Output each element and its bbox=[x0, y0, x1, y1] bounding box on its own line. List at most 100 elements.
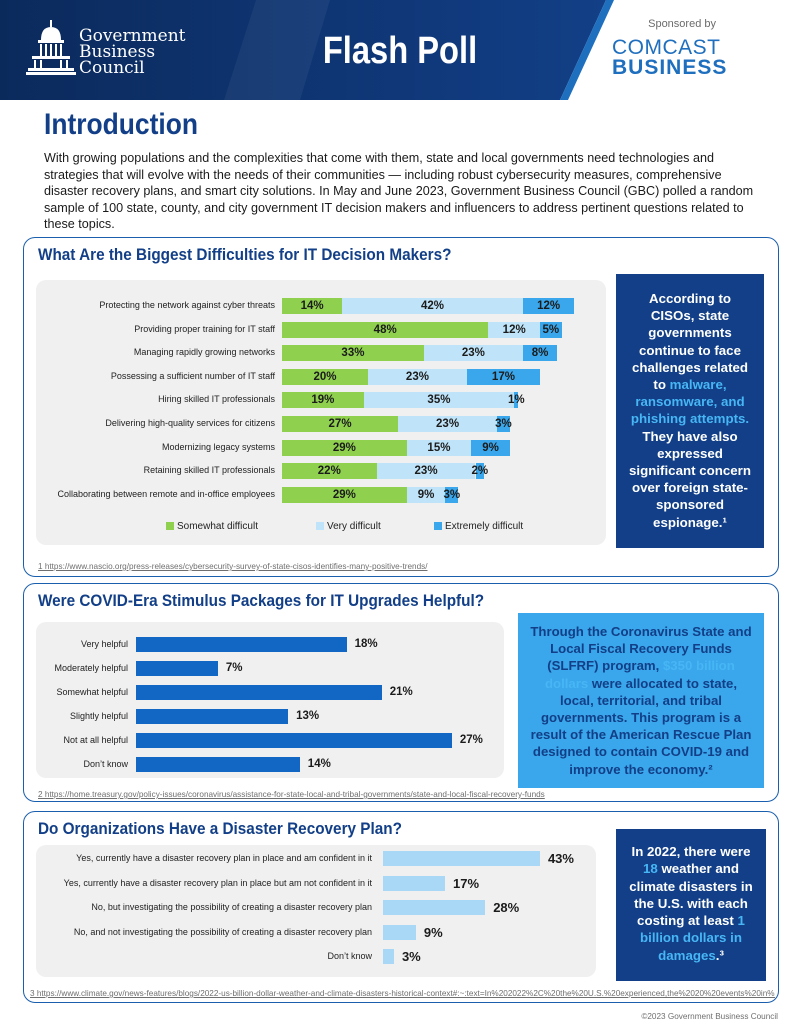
bar-segment bbox=[488, 321, 540, 338]
data-label: 23% bbox=[405, 370, 429, 383]
bar-segment bbox=[406, 486, 446, 503]
data-label: 23% bbox=[461, 347, 485, 360]
footnote-link[interactable]: 3 https://www.climate.gov/news-features/… bbox=[30, 989, 775, 998]
footnote-link[interactable]: 2 https://home.treasury.gov/policy-issue… bbox=[38, 790, 545, 799]
legend-swatch bbox=[316, 522, 324, 530]
category-label: Not at all helpful bbox=[63, 735, 128, 745]
bar-segment bbox=[282, 486, 407, 503]
bar bbox=[383, 875, 446, 891]
category-label: Don’t know bbox=[83, 759, 128, 769]
data-label: 3% bbox=[495, 418, 512, 430]
section-title: Were COVID-Era Stimulus Packages for IT … bbox=[38, 591, 485, 610]
bar-segment bbox=[522, 345, 558, 362]
category-label: Very helpful bbox=[80, 639, 128, 649]
bar-segment bbox=[282, 416, 399, 432]
callout-segment: weather and climate disasters in the U.S… bbox=[629, 861, 753, 929]
page-title: Flash Poll bbox=[322, 30, 478, 72]
category-label: Protecting the network against cyber thr… bbox=[99, 300, 275, 310]
category-label: Yes, currently have a disaster recovery … bbox=[63, 877, 372, 888]
callout-box: In 2022, there were 18 weather and clima… bbox=[616, 829, 766, 981]
data-label: 13% bbox=[296, 710, 320, 722]
data-label: 27% bbox=[328, 418, 352, 430]
category-label: Modernizing legacy systems bbox=[161, 441, 275, 452]
legend-swatch bbox=[166, 522, 174, 530]
footnote-link[interactable]: 1 https://www.nascio.org/press-releases/… bbox=[38, 562, 428, 571]
callout-box: According to CISOs, state governments co… bbox=[616, 274, 764, 548]
data-label: 48% bbox=[373, 323, 397, 336]
page-header: Government Business Council Flash Poll S… bbox=[0, 0, 800, 100]
callout-text: Through the Coronavirus State and Local … bbox=[530, 624, 751, 777]
section-title: What Are the Biggest Difficulties for IT… bbox=[38, 245, 452, 264]
section-title: Do Organizations Have a Disaster Recover… bbox=[38, 819, 402, 838]
category-label: Don’t know bbox=[327, 951, 372, 961]
category-label: Providing proper training for IT staff bbox=[134, 323, 275, 334]
data-label: 3% bbox=[443, 488, 461, 501]
callout-segment: Through the Coronavirus State and Local … bbox=[530, 624, 752, 674]
bar bbox=[383, 924, 416, 940]
bar-segment bbox=[540, 321, 562, 338]
bar-segment bbox=[282, 392, 364, 409]
disaster-plan-bar-chart: Yes, currently have a disaster recovery … bbox=[36, 845, 596, 977]
data-label: 17% bbox=[491, 370, 515, 383]
category-label: Hiring skilled IT professionals bbox=[158, 394, 275, 405]
data-label: 27% bbox=[459, 734, 483, 746]
bar-segment bbox=[282, 439, 407, 456]
copyright-notice: ©2023 Government Business Council bbox=[641, 1012, 778, 1021]
bar bbox=[383, 900, 486, 915]
section-disaster-recovery: Do Organizations Have a Disaster Recover… bbox=[23, 811, 779, 1003]
intro-paragraph: With growing populations and the complex… bbox=[44, 151, 754, 232]
bar-segment bbox=[497, 416, 510, 432]
category-label: No, and not investigating the possibilit… bbox=[73, 926, 372, 937]
callout-highlight: 18 bbox=[642, 861, 658, 877]
bar-segment bbox=[342, 298, 523, 314]
bar bbox=[383, 949, 394, 964]
section-covid-stimulus: Were COVID-Era Stimulus Packages for IT … bbox=[23, 583, 779, 802]
data-label: 20% bbox=[313, 370, 337, 383]
category-label: No, but investigating the possibility of… bbox=[91, 902, 372, 912]
callout-segment: They have also expressed significant con… bbox=[629, 428, 751, 530]
callout-highlight: 1 billion dollars in damages bbox=[640, 913, 745, 963]
bar-segment bbox=[282, 321, 489, 338]
stimulus-bar-chart: Very helpful 18% Moderately helpful 7% Somew… bbox=[36, 622, 504, 778]
bar-segment bbox=[475, 463, 485, 480]
category-labels: Protecting the network against cyber thr… bbox=[36, 280, 275, 510]
category-label: Moderately helpful bbox=[54, 663, 128, 673]
data-label: 3% bbox=[401, 949, 421, 964]
data-label: 9% bbox=[423, 924, 443, 940]
legend-item: Somewhat difficult bbox=[166, 521, 258, 532]
data-label: 12% bbox=[537, 300, 561, 312]
chart-panel: Protecting the network against cyber thr… bbox=[36, 280, 606, 545]
bar-segment bbox=[445, 486, 459, 503]
category-label: Managing rapidly growing networks bbox=[133, 347, 275, 358]
legend-item: Extremely difficult bbox=[434, 521, 523, 532]
data-label: 29% bbox=[332, 441, 356, 454]
data-label: 28% bbox=[493, 900, 520, 915]
category-label: Retaining skilled IT professionals bbox=[143, 465, 275, 476]
bar-segment bbox=[471, 439, 510, 456]
callout-segment: .³ bbox=[715, 947, 724, 963]
data-label: 22% bbox=[317, 465, 341, 478]
bar-segment bbox=[522, 298, 575, 314]
data-label: 29% bbox=[332, 488, 356, 501]
bar bbox=[136, 709, 289, 724]
bar bbox=[383, 851, 540, 866]
capitol-dome-icon bbox=[26, 20, 76, 75]
bar-segment bbox=[363, 392, 515, 409]
bar-segment bbox=[406, 439, 472, 456]
category-label: Somewhat helpful bbox=[56, 687, 128, 697]
data-label: 23% bbox=[436, 418, 460, 430]
category-label: Possessing a sufficient number of IT sta… bbox=[110, 370, 275, 381]
data-label: 7% bbox=[225, 662, 243, 674]
legend-label: Somewhat difficult bbox=[177, 521, 258, 532]
callout-segment: were allocated to state, local, territor… bbox=[530, 675, 752, 777]
data-label: 14% bbox=[300, 300, 324, 312]
bar-segment bbox=[368, 368, 467, 385]
bar bbox=[136, 661, 218, 676]
bar bbox=[136, 685, 382, 700]
data-label: 35% bbox=[427, 394, 451, 407]
callout-highlight: $350 billion dollars bbox=[544, 658, 735, 691]
bar bbox=[136, 733, 452, 748]
legend-swatch bbox=[434, 522, 442, 530]
bar-segment bbox=[423, 345, 523, 362]
section-it-difficulties: What Are the Biggest Difficulties for IT… bbox=[23, 237, 779, 577]
